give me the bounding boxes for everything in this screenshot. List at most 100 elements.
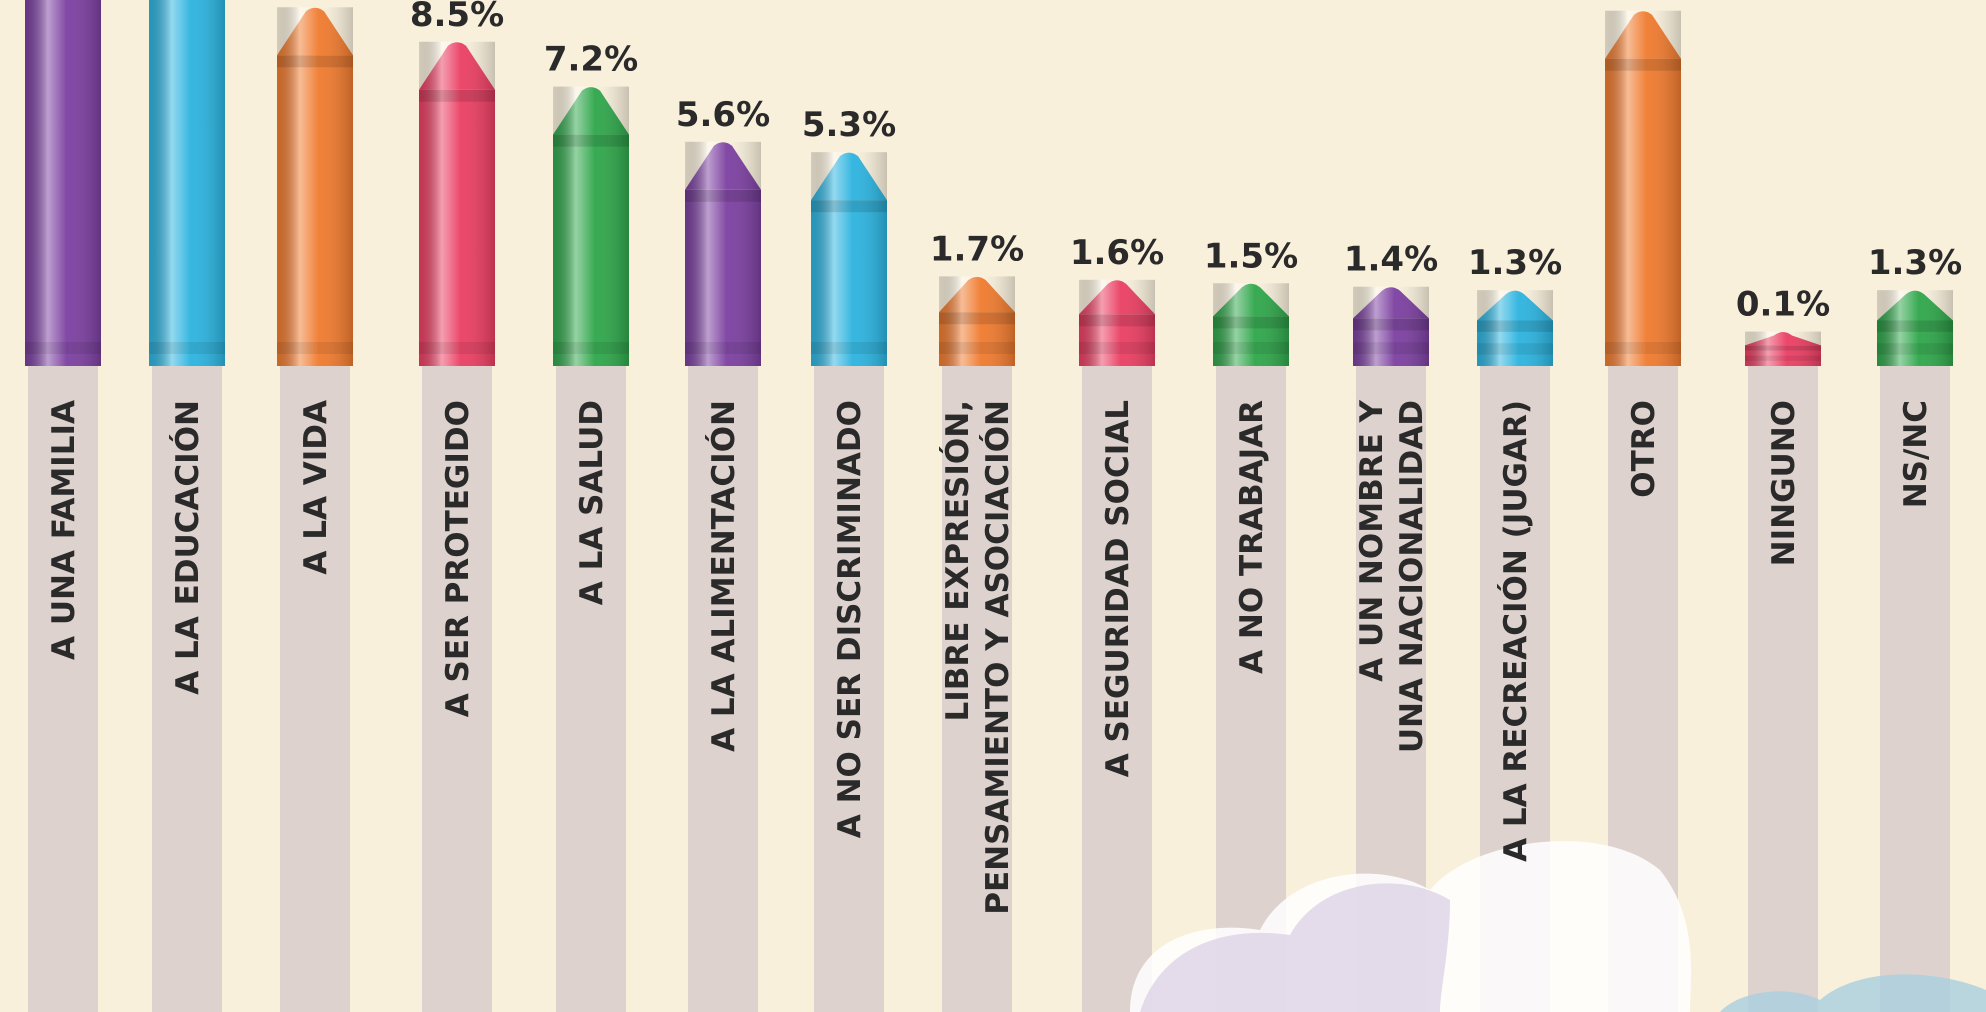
- crayon: [685, 141, 761, 366]
- category-label: A LA VIDA: [298, 400, 334, 575]
- crayon-shine: [1213, 283, 1289, 366]
- label-strip: [814, 366, 884, 1012]
- value-label: 1.3%: [1468, 243, 1562, 283]
- label-strip: [942, 366, 1012, 1012]
- label-strip: [422, 366, 492, 1012]
- crayon-shine: [1605, 10, 1681, 366]
- crayon-shine: [685, 141, 761, 366]
- crayon-shine: [25, 0, 101, 366]
- crayon-shine: [1877, 290, 1953, 366]
- category-label: PENSAMIENTO Y ASOCIACIÓN: [979, 400, 1016, 915]
- category-label: A UN NOMBRE Y: [1354, 399, 1390, 681]
- marks: A UNA FAMILIA A LA EDUCACIÓN A LA VIDA A SE…: [25, 0, 1962, 915]
- crayon-band: [1745, 355, 1821, 361]
- value-label: 8.5%: [410, 0, 504, 35]
- crayon-band: [277, 342, 353, 354]
- value-label: 9.4%: [1596, 0, 1690, 4]
- category-label: A NO SER DISCRIMINADO: [832, 400, 868, 838]
- category-label: LIBRE EXPRESIÓN,: [939, 400, 976, 722]
- crayon: [419, 41, 495, 366]
- crayon-band: [553, 134, 629, 147]
- crayon-band: [419, 342, 495, 354]
- crayon-band: [553, 342, 629, 354]
- clouds: [1130, 841, 1986, 1012]
- crayon-shine: [553, 86, 629, 366]
- crayon-band: [25, 342, 101, 354]
- crayon-band: [1213, 316, 1289, 329]
- crayon: [1477, 290, 1553, 366]
- crayon-band: [939, 342, 1015, 354]
- crayon-band: [419, 89, 495, 102]
- crayon-band: [1605, 342, 1681, 354]
- crayon-band: [811, 342, 887, 354]
- value-label: 1.5%: [1204, 236, 1298, 276]
- crayon-shine: [277, 7, 353, 366]
- label-strip: [1082, 366, 1152, 1012]
- crayon-band: [1745, 345, 1821, 351]
- crayon-band: [939, 312, 1015, 325]
- crayon: [1213, 283, 1289, 366]
- crayon: [1745, 331, 1821, 366]
- crayon: [277, 7, 353, 366]
- category-label: OTRO: [1626, 400, 1662, 498]
- category-label: A SER PROTEGIDO: [440, 400, 476, 717]
- category-label: A LA RECREACIÓN (JUGAR): [1497, 400, 1534, 862]
- crayon: [553, 86, 629, 366]
- label-strip: [1880, 366, 1950, 1012]
- category-label: A LA SALUD: [574, 400, 610, 605]
- crayon: [939, 276, 1015, 366]
- crayon: [811, 152, 887, 366]
- crayon-band: [1079, 314, 1155, 327]
- category-label: NINGUNO: [1766, 400, 1802, 566]
- crayon-band: [277, 55, 353, 68]
- crayon-band: [685, 189, 761, 202]
- label-strip: [280, 366, 350, 1012]
- crayon-band: [1877, 343, 1953, 355]
- crayon: [1605, 10, 1681, 366]
- category-label: NS/NC: [1898, 400, 1934, 508]
- crayon-shine: [939, 276, 1015, 366]
- crayon-shine: [419, 41, 495, 366]
- category-label: UNA NACIONALIDAD: [1394, 400, 1430, 753]
- crayon: [149, 0, 225, 366]
- crayon-band: [1605, 58, 1681, 71]
- value-label: 0.1%: [1736, 285, 1830, 325]
- crayon-shine: [811, 152, 887, 366]
- crayon-shine: [1353, 286, 1429, 366]
- crayon-band: [685, 342, 761, 354]
- label-strip: [1216, 366, 1286, 1012]
- label-strip: [688, 366, 758, 1012]
- category-label: A LA ALIMENTACIÓN: [705, 400, 742, 752]
- value-label: 1.4%: [1344, 240, 1438, 280]
- crayon: [1079, 279, 1155, 366]
- crayon-shine: [1745, 331, 1821, 366]
- crayon-shine: [1079, 279, 1155, 366]
- crayon-band: [1477, 320, 1553, 332]
- category-label: A NO TRABAJAR: [1234, 400, 1270, 674]
- value-label: 5.3%: [802, 105, 896, 145]
- crayon-band: [1477, 343, 1553, 355]
- crayon-band: [1353, 342, 1429, 355]
- label-strip: [1748, 366, 1818, 1012]
- crayon-band: [1079, 342, 1155, 354]
- cloud: [1720, 974, 1986, 1012]
- crayon: [25, 0, 101, 366]
- crayon-shine: [1477, 290, 1553, 366]
- value-label: 1.6%: [1070, 233, 1164, 273]
- label-strip: [556, 366, 626, 1012]
- category-label: A LA EDUCACIÓN: [169, 400, 206, 695]
- category-label: A SEGURIDAD SOCIAL: [1100, 400, 1136, 777]
- label-strip: [152, 366, 222, 1012]
- value-label: 1.3%: [1868, 243, 1962, 283]
- crayon: [1353, 286, 1429, 366]
- crayon-band: [811, 200, 887, 213]
- value-label: 1.7%: [930, 229, 1024, 269]
- crayon-band: [1213, 342, 1289, 354]
- crayon-band: [149, 342, 225, 354]
- crayon-band: [1877, 320, 1953, 332]
- cloud: [1140, 883, 1450, 1012]
- category-label: A UNA FAMILIA: [46, 400, 82, 660]
- value-label: 5.6%: [676, 95, 770, 135]
